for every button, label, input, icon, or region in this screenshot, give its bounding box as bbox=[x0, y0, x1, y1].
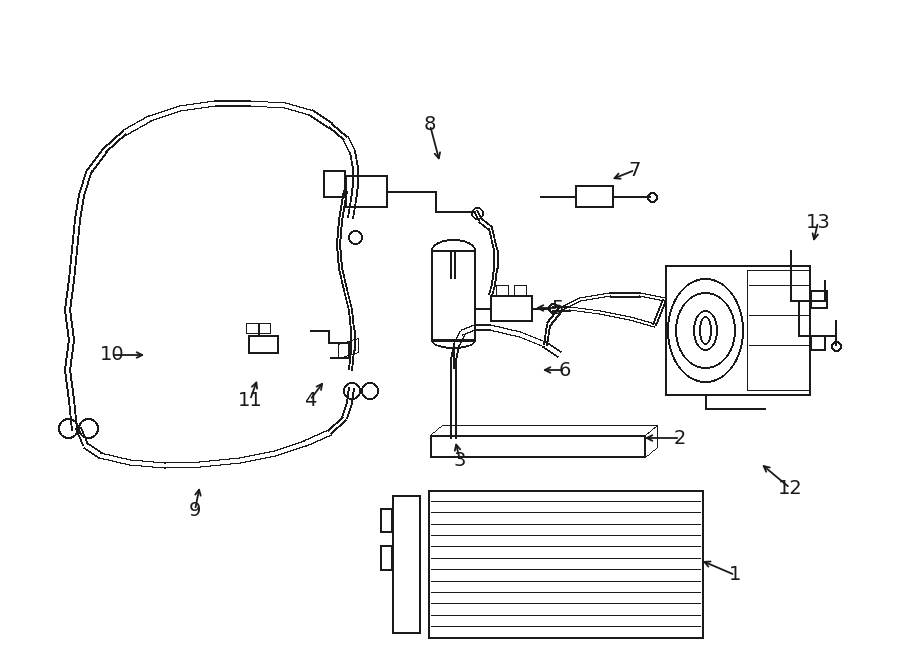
Text: 5: 5 bbox=[552, 299, 564, 317]
Text: 9: 9 bbox=[189, 500, 202, 520]
Text: 8: 8 bbox=[424, 116, 436, 134]
Text: 1: 1 bbox=[729, 566, 742, 584]
Text: 13: 13 bbox=[806, 212, 831, 231]
Text: 3: 3 bbox=[454, 451, 466, 469]
Text: 6: 6 bbox=[559, 360, 572, 379]
Text: 7: 7 bbox=[629, 161, 641, 180]
Text: 4: 4 bbox=[304, 391, 316, 410]
Text: 11: 11 bbox=[238, 391, 263, 410]
Text: 10: 10 bbox=[100, 346, 124, 364]
Text: 12: 12 bbox=[778, 479, 803, 498]
Text: 2: 2 bbox=[674, 428, 686, 447]
